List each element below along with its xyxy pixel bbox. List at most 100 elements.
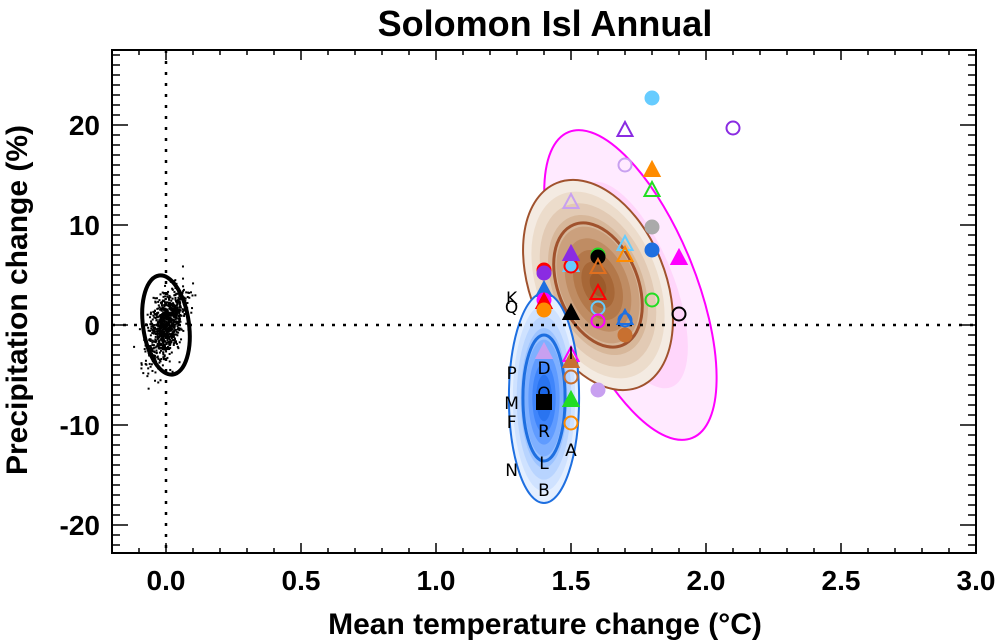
cloud-point (166, 356, 169, 359)
cloud-point (178, 298, 181, 301)
cloud-point (178, 308, 181, 311)
cloud-point (167, 334, 170, 337)
cloud-point (176, 322, 179, 325)
cloud-point (151, 352, 154, 355)
cloud-point (172, 305, 175, 308)
cloud-point (168, 306, 171, 309)
cloud-point (180, 295, 183, 298)
cloud-point (161, 328, 164, 331)
cloud-point (171, 309, 174, 312)
cloud-point (161, 299, 164, 302)
cloud-point (155, 352, 158, 355)
circle-marker (671, 306, 687, 322)
cloud-point (154, 301, 157, 304)
cloud-point (167, 318, 170, 321)
cloud-point (168, 311, 171, 314)
cloud-point (156, 335, 159, 338)
cloud-point (162, 338, 165, 341)
triangle-marker (615, 307, 635, 325)
cloud-point (149, 323, 152, 326)
cloud-point (160, 307, 163, 310)
cloud-point (174, 323, 177, 326)
cloud-point (168, 342, 171, 345)
cloud-point (158, 351, 161, 354)
points-layer (534, 90, 741, 431)
cloud-point (153, 330, 156, 333)
cloud-point (151, 332, 154, 335)
cloud-point (154, 313, 157, 316)
cloud-point (151, 318, 154, 321)
cloud-point (158, 319, 161, 322)
cloud-point (174, 316, 177, 319)
cloud-point (171, 302, 174, 305)
cloud-point (153, 340, 156, 343)
cloud-point (172, 334, 175, 337)
cloud-point (149, 313, 152, 316)
cloud-point (142, 372, 145, 375)
cloud-point (138, 328, 141, 331)
cloud-point (140, 363, 143, 366)
cloud-point (185, 307, 188, 310)
cloud-point (148, 362, 151, 365)
cloud-point (165, 342, 168, 345)
cloud-point (172, 321, 175, 324)
triangle-marker (561, 254, 581, 272)
cloud-point (152, 314, 155, 317)
cloud-point (133, 345, 136, 348)
x-axis-label: Mean temperature change (°C) (328, 608, 762, 641)
cloud-point (174, 305, 177, 308)
cloud-point (157, 304, 160, 307)
cloud-point (171, 314, 174, 317)
cloud-point (179, 304, 182, 307)
cloud-point (157, 327, 160, 330)
cloud-point (172, 335, 175, 338)
circle-marker (617, 312, 633, 328)
cloud-point (172, 314, 175, 317)
cloud-point (159, 333, 162, 336)
circle-marker (617, 327, 633, 343)
cloud-point (171, 307, 174, 310)
cloud-point (162, 341, 165, 344)
cloud-point (168, 341, 171, 344)
cloud-point (158, 306, 161, 309)
cloud-point (162, 356, 165, 359)
cloud-point (173, 337, 176, 340)
cloud-point (153, 310, 156, 313)
cloud-point (161, 321, 164, 324)
cloud-point (185, 302, 188, 305)
cloud-point (157, 357, 160, 360)
cloud-point (166, 293, 169, 296)
cloud-point (162, 306, 165, 309)
cloud-point (176, 292, 179, 295)
cloud-point (170, 307, 173, 310)
cloud-point (178, 295, 181, 298)
cloud-point (164, 284, 167, 287)
cloud-point (155, 297, 158, 300)
cloud-point (176, 320, 179, 323)
chart-title: Solomon Isl Annual (378, 3, 713, 44)
cloud-point (177, 327, 180, 330)
cloud-point (158, 320, 161, 323)
cloud-point (161, 329, 164, 332)
cloud-point (149, 311, 152, 314)
cloud-point (158, 315, 161, 318)
letter-marker: F (507, 413, 517, 433)
cloud-point (188, 296, 191, 299)
cloud-point (155, 328, 158, 331)
cloud-point (183, 296, 186, 299)
cloud-point (161, 301, 164, 304)
cloud-point (151, 339, 154, 342)
cloud-point (160, 302, 163, 305)
cloud-point (161, 322, 164, 325)
circle-marker (644, 219, 660, 235)
cloud-point (186, 301, 189, 304)
cloud-point (175, 330, 178, 333)
cloud-point (162, 317, 165, 320)
cloud-point (173, 329, 176, 332)
cloud-point (158, 344, 161, 347)
cloud-point (167, 330, 170, 333)
cloud-point (156, 332, 159, 335)
cloud-point (152, 327, 155, 330)
circle-marker (590, 382, 606, 398)
cloud-point (168, 294, 171, 297)
